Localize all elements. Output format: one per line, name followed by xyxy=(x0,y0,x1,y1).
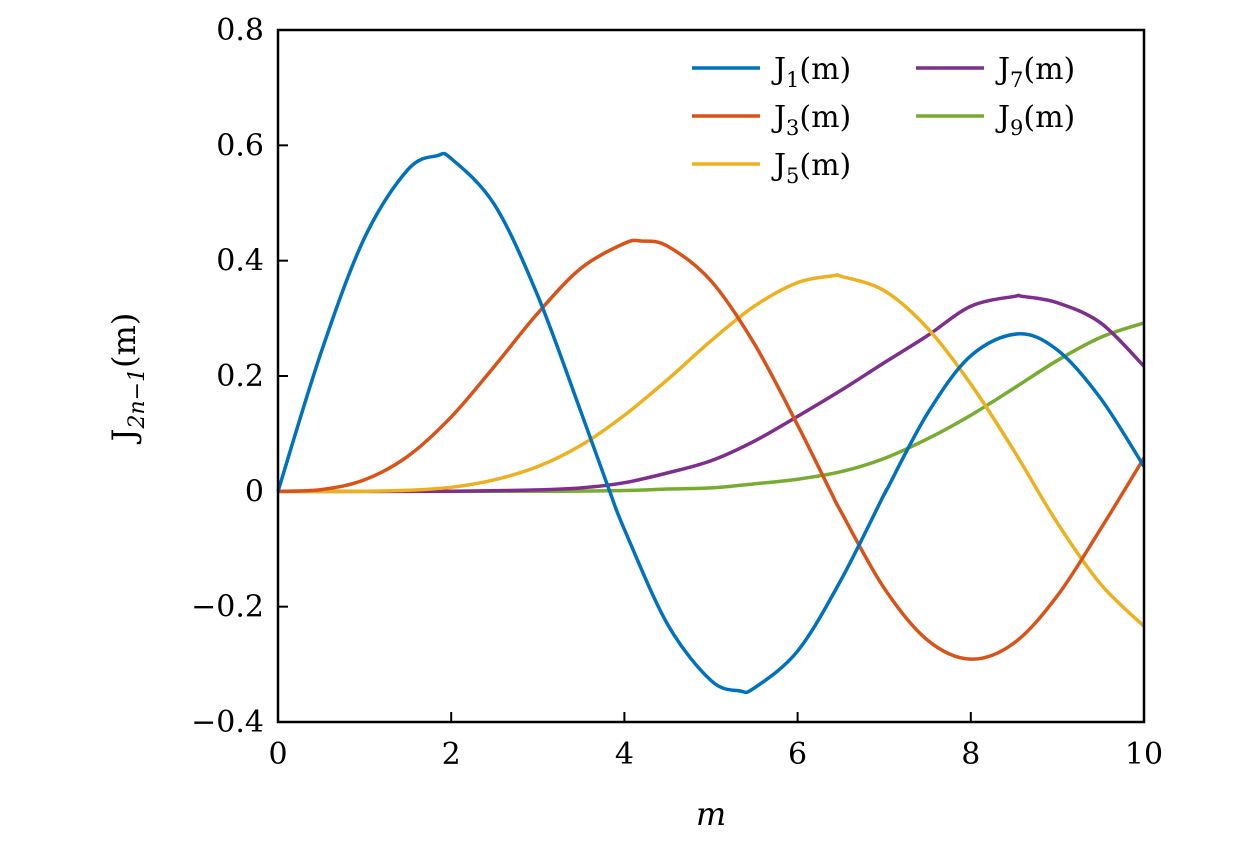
legend-item-j3: J3(m) xyxy=(692,100,851,140)
svg-text:J2n−1(m): J2n−1(m) xyxy=(105,313,150,445)
legend-label: J5(m) xyxy=(771,148,851,188)
x-axis-ticks: 0 2 4 6 8 10 xyxy=(268,712,1163,772)
y-tick-label: 0.4 xyxy=(216,244,264,279)
legend-item-j9: J9(m) xyxy=(916,100,1075,140)
y-axis-label-base: J xyxy=(105,429,143,445)
y-axis-label-sub: 2n−1 xyxy=(125,368,150,430)
y-tick-label: −0.2 xyxy=(191,590,264,625)
legend-item-j1: J1(m) xyxy=(692,52,851,92)
x-tick-label: 4 xyxy=(615,737,634,772)
legend-label: J7(m) xyxy=(995,52,1075,92)
plot-frame xyxy=(276,28,1146,724)
series-line-j7 xyxy=(277,293,1146,494)
y-tick-label: −0.4 xyxy=(191,705,264,740)
x-tick-label: 6 xyxy=(788,737,807,772)
series-layer xyxy=(276,151,1146,695)
y-axis-ticks: −0.4 −0.2 0 0.2 0.4 0.6 0.8 xyxy=(191,13,288,740)
series-line-j1 xyxy=(276,151,1146,695)
x-tick-label: 0 xyxy=(268,737,287,772)
x-tick-label: 2 xyxy=(442,737,461,772)
series-line-j3 xyxy=(277,238,1146,661)
legend-item-j7: J7(m) xyxy=(916,52,1075,92)
y-tick-label: 0.6 xyxy=(216,128,264,163)
legend-item-j5: J5(m) xyxy=(692,148,851,188)
x-tick-label: 10 xyxy=(1125,737,1163,772)
x-axis-label: m xyxy=(696,795,726,833)
legend: J1(m) J3(m) J5(m) J7(m) J9(m) xyxy=(692,52,1075,188)
x-tick-label: 8 xyxy=(961,737,980,772)
y-axis-label: J2n−1(m) xyxy=(105,313,150,445)
legend-label: J3(m) xyxy=(771,100,851,140)
series-line-j5 xyxy=(277,272,1146,628)
y-axis-label-arg: (m) xyxy=(105,313,143,368)
legend-label: J1(m) xyxy=(771,52,851,92)
y-tick-label: 0.2 xyxy=(216,359,264,394)
y-tick-label: 0.8 xyxy=(216,13,264,48)
y-tick-label: 0 xyxy=(245,474,264,509)
legend-label: J9(m) xyxy=(995,100,1075,140)
series-line-j9 xyxy=(277,321,1145,494)
